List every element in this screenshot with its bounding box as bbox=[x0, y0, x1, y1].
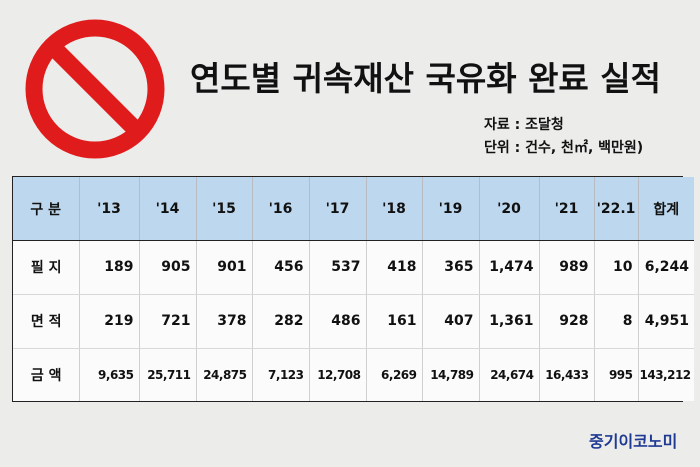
table-cell: 189 bbox=[79, 240, 140, 295]
table-cell: 7,123 bbox=[252, 348, 310, 401]
table-cell: 282 bbox=[252, 294, 310, 349]
header-cell: '15 bbox=[196, 177, 253, 241]
table-cell: 901 bbox=[196, 240, 253, 295]
table-cell: 9,635 bbox=[79, 348, 140, 401]
table-cell: 161 bbox=[366, 294, 423, 349]
table-cell: 905 bbox=[139, 240, 197, 295]
header-cell: '13 bbox=[79, 177, 140, 241]
header-cell: '14 bbox=[139, 177, 197, 241]
table-cell: 24,875 bbox=[196, 348, 253, 401]
table-cell: 10 bbox=[594, 240, 639, 295]
table-cell: 6,244 bbox=[638, 240, 694, 295]
table-cell: 721 bbox=[139, 294, 197, 349]
brand-logo-text: 중기이코노미 bbox=[589, 432, 678, 451]
unit-text: 단위 : 건수, 천㎡, 백만원) bbox=[484, 140, 644, 156]
table-cell: 8 bbox=[594, 294, 639, 349]
table-cell: 4,951 bbox=[638, 294, 694, 349]
page-title: 연도별 귀속재산 국유화 완료 실적 bbox=[190, 59, 661, 98]
table-cell: 1,361 bbox=[479, 294, 540, 349]
table-cell: 6,269 bbox=[366, 348, 423, 401]
table-header-row: 구 분 '13 '14 '15 '16 '17 '18 '19 '20 '21 … bbox=[13, 177, 694, 241]
header-cell: '21 bbox=[539, 177, 595, 241]
table-cell: 456 bbox=[252, 240, 310, 295]
table-cell: 486 bbox=[309, 294, 367, 349]
table-cell: 24,674 bbox=[479, 348, 540, 401]
header-cell: '22.1 bbox=[594, 177, 639, 241]
table-cell: 12,708 bbox=[309, 348, 367, 401]
header-cell: 구 분 bbox=[13, 177, 80, 241]
results-table: 구 분 '13 '14 '15 '16 '17 '18 '19 '20 '21 … bbox=[12, 176, 694, 402]
table-cell: 995 bbox=[594, 348, 639, 401]
table-cell: 928 bbox=[539, 294, 595, 349]
table-cell: 407 bbox=[422, 294, 480, 349]
table-cell: 537 bbox=[309, 240, 367, 295]
table-cell: 989 bbox=[539, 240, 595, 295]
source-block: 자료 : 조달청 단위 : 건수, 천㎡, 백만원) bbox=[484, 114, 643, 160]
table-cell: 14,789 bbox=[422, 348, 480, 401]
source-text: 자료 : 조달청 bbox=[484, 117, 564, 133]
table-cell: 25,711 bbox=[139, 348, 197, 401]
table-cell: 365 bbox=[422, 240, 480, 295]
table-cell: 1,474 bbox=[479, 240, 540, 295]
table-cell: 143,212 bbox=[638, 348, 694, 401]
header-cell: '18 bbox=[366, 177, 423, 241]
table-cell: 219 bbox=[79, 294, 140, 349]
prohibition-icon bbox=[20, 14, 170, 164]
header-cell: '17 bbox=[309, 177, 367, 241]
table-row: 금 액 9,635 25,711 24,875 7,123 12,708 6,2… bbox=[13, 348, 694, 401]
row-label: 필 지 bbox=[13, 240, 80, 295]
header-cell: 합계 bbox=[638, 177, 694, 241]
table-row: 필 지 189 905 901 456 537 418 365 1,474 98… bbox=[13, 240, 694, 295]
row-label: 금 액 bbox=[13, 348, 80, 401]
table-cell: 16,433 bbox=[539, 348, 595, 401]
header-cell: '16 bbox=[252, 177, 310, 241]
header-cell: '19 bbox=[422, 177, 480, 241]
table-row: 면 적 219 721 378 282 486 161 407 1,361 92… bbox=[13, 294, 694, 349]
row-label: 면 적 bbox=[13, 294, 80, 349]
table-cell: 378 bbox=[196, 294, 253, 349]
header-cell: '20 bbox=[479, 177, 540, 241]
table-cell: 418 bbox=[366, 240, 423, 295]
